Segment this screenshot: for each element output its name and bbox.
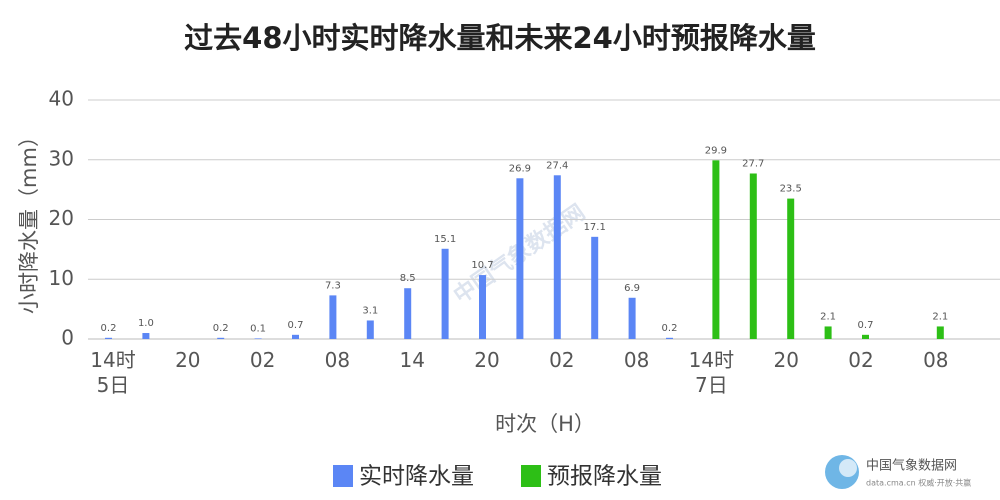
bar bbox=[479, 275, 486, 339]
value-label: 2.1 bbox=[932, 311, 948, 322]
value-label: 6.9 bbox=[624, 283, 640, 294]
bar bbox=[591, 236, 599, 339]
value-label: 10.7 bbox=[471, 260, 493, 271]
bar bbox=[824, 326, 832, 339]
y-tick-label: 30 bbox=[49, 146, 74, 170]
value-label: 1.0 bbox=[138, 318, 154, 329]
x-tick-label: 08 bbox=[325, 348, 350, 372]
logo-text: 中国气象数据网 bbox=[866, 458, 957, 474]
x-tick-label: 20 bbox=[474, 348, 499, 372]
value-label: 17.1 bbox=[584, 222, 606, 233]
x-tick-label: 02 bbox=[549, 348, 574, 372]
value-label: 27.7 bbox=[742, 158, 764, 169]
bar bbox=[329, 295, 337, 339]
value-label: 0.2 bbox=[101, 323, 117, 334]
bar bbox=[712, 160, 720, 339]
bar bbox=[749, 173, 757, 339]
value-label: 0.7 bbox=[288, 320, 304, 331]
y-tick-label: 0 bbox=[61, 326, 74, 350]
legend-swatch bbox=[333, 465, 353, 487]
x-axis-label: 时次（H） bbox=[495, 412, 595, 436]
logo-icon bbox=[839, 459, 857, 477]
legend-label: 实时降水量 bbox=[359, 464, 474, 490]
x-tick-label: 08 bbox=[624, 348, 649, 372]
x-tick-label: 20 bbox=[773, 348, 798, 372]
value-label: 2.1 bbox=[820, 311, 836, 322]
logo-subtext: data.cma.cn 权威·开放·共赢 bbox=[866, 478, 971, 488]
bar bbox=[666, 337, 673, 339]
value-label: 29.9 bbox=[705, 145, 727, 156]
value-label: 26.9 bbox=[509, 163, 531, 174]
bar bbox=[105, 337, 112, 339]
value-label: 0.2 bbox=[662, 323, 678, 334]
x-tick-label: 02 bbox=[848, 348, 873, 372]
value-label: 0.2 bbox=[213, 323, 229, 334]
y-tick-label: 40 bbox=[49, 87, 74, 111]
bar bbox=[404, 288, 412, 339]
value-label: 7.3 bbox=[325, 280, 341, 291]
value-label: 23.5 bbox=[780, 184, 802, 195]
value-label: 0.1 bbox=[250, 323, 266, 334]
value-label: 27.4 bbox=[546, 160, 568, 171]
bar bbox=[628, 297, 636, 339]
bar bbox=[862, 334, 869, 339]
legend-swatch bbox=[521, 465, 541, 487]
x-tick-label: 02 bbox=[250, 348, 275, 372]
bar bbox=[142, 333, 150, 339]
bar bbox=[254, 338, 262, 339]
bar bbox=[787, 198, 795, 339]
value-label: 3.1 bbox=[362, 305, 378, 316]
x-tick-label: 14时 5日 bbox=[90, 348, 135, 397]
value-label: 0.7 bbox=[858, 320, 874, 331]
value-label: 15.1 bbox=[434, 234, 456, 245]
x-tick-label: 20 bbox=[175, 348, 200, 372]
x-tick-label: 14时 7日 bbox=[689, 348, 734, 397]
x-tick-label: 08 bbox=[923, 348, 948, 372]
bar bbox=[441, 248, 449, 339]
y-tick-label: 10 bbox=[49, 266, 74, 290]
y-tick-label: 20 bbox=[49, 206, 74, 230]
bar bbox=[936, 326, 944, 339]
legend-label: 预报降水量 bbox=[547, 464, 662, 490]
chart-title: 过去48小时实时降水量和未来24小时预报降水量 bbox=[184, 21, 816, 55]
bar bbox=[516, 178, 524, 339]
value-label: 8.5 bbox=[400, 273, 416, 284]
bar bbox=[553, 175, 561, 339]
bar bbox=[292, 334, 299, 339]
bar bbox=[366, 320, 374, 339]
bar bbox=[217, 337, 225, 339]
x-tick-label: 14 bbox=[399, 348, 424, 372]
y-axis-label: 小时降水量（mm） bbox=[17, 126, 41, 314]
